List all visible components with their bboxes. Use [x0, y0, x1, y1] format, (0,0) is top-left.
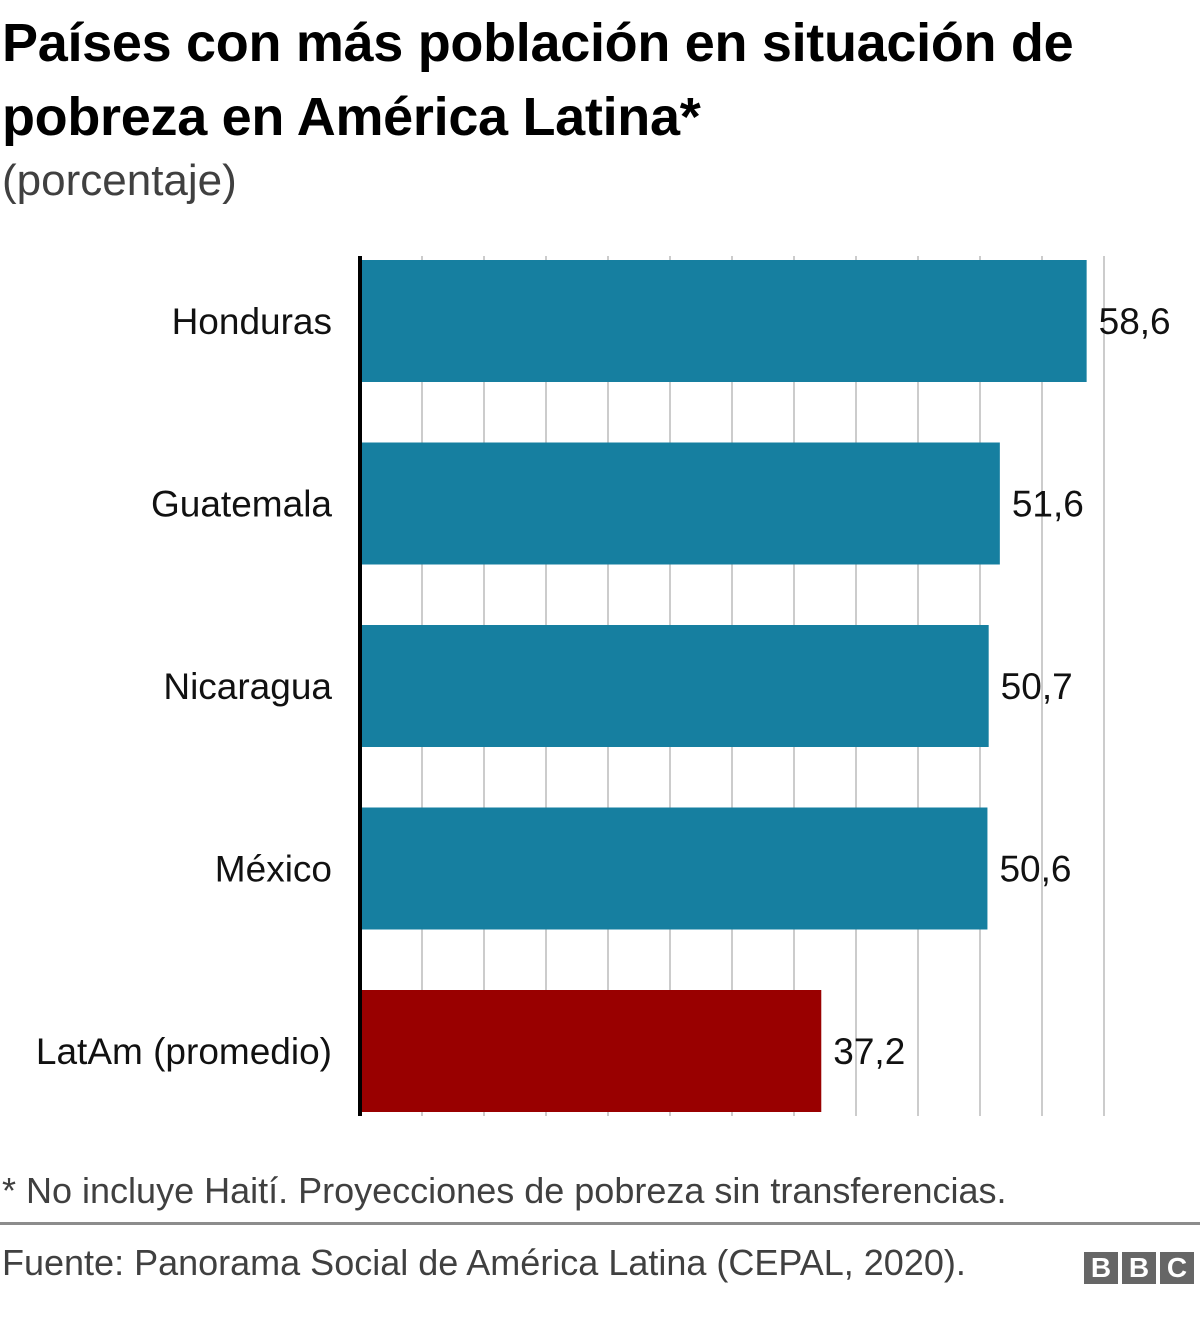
category-label: LatAm (promedio) [36, 1031, 332, 1072]
value-label: 51,6 [1012, 484, 1084, 525]
bar [362, 260, 1087, 382]
footnote: * No incluye Haití. Proyecciones de pobr… [2, 1170, 1007, 1211]
bbc-logo-letter: C [1160, 1252, 1194, 1284]
bar [362, 442, 1000, 565]
bar [362, 807, 988, 930]
bar-chart: Honduras Guatemala Nicaragua México LatAm (p… [36, 256, 1171, 1116]
category-label: Guatemala [151, 484, 332, 525]
bbc-logo: B B C [1084, 1252, 1194, 1284]
value-label: 50,7 [1001, 666, 1073, 707]
bar [362, 625, 989, 747]
divider [0, 1222, 1200, 1225]
source-note: Fuente: Panorama Social de América Latin… [2, 1242, 966, 1283]
bar [362, 990, 822, 1112]
category-labels: Honduras Guatemala Nicaragua México LatAm (p… [36, 301, 333, 1072]
value-label: 58,6 [1099, 301, 1171, 342]
chart-title: Países con más población en situación de… [2, 13, 1074, 147]
chart-subtitle: (porcentaje) [2, 156, 237, 205]
value-label: 50,6 [999, 849, 1071, 890]
category-label: México [215, 849, 332, 890]
category-label: Nicaragua [163, 666, 332, 707]
value-labels: 58,6 51,6 50,7 50,6 37,2 [833, 301, 1170, 1072]
category-label: Honduras [172, 301, 332, 342]
bars [362, 260, 1087, 1112]
value-label: 37,2 [833, 1031, 905, 1072]
bbc-logo-letter: B [1122, 1252, 1156, 1284]
bbc-logo-letter: B [1084, 1252, 1118, 1284]
